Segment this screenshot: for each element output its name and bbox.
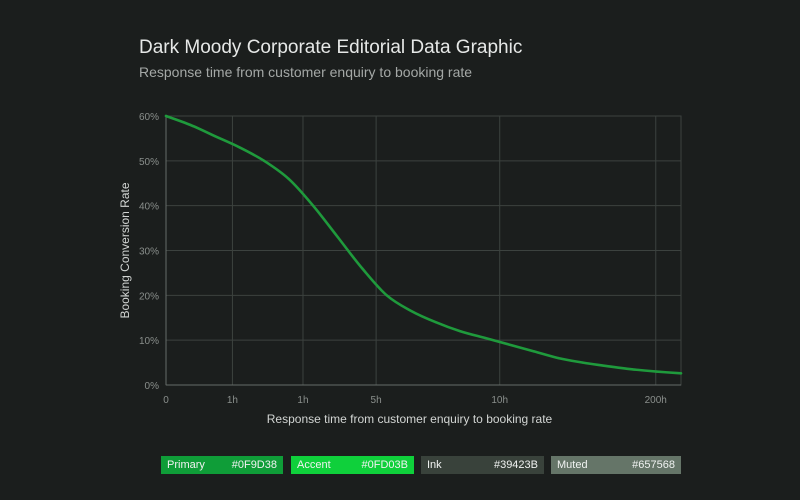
x-tick-label: 10h <box>491 395 508 406</box>
y-tick-label: 0% <box>145 381 160 392</box>
data-point <box>459 330 462 333</box>
data-point <box>213 134 217 138</box>
y-tick-label: 30% <box>139 247 159 258</box>
swatch-hex: #0FD03B <box>361 459 408 471</box>
data-point <box>630 368 634 371</box>
data-point <box>434 321 437 324</box>
data-point <box>655 370 658 373</box>
data-series-line <box>164 114 683 375</box>
swatch-name: Primary <box>167 459 205 471</box>
palette-swatch-muted: Muted #657568 <box>551 456 681 474</box>
chart-subtitle: Response time from customer enquiry to b… <box>139 64 473 80</box>
data-point <box>336 235 339 239</box>
data-point <box>581 361 585 364</box>
data-point <box>483 336 487 340</box>
chart-title: Dark Moody Corporate Editorial Data Grap… <box>139 37 523 58</box>
data-point <box>557 356 560 360</box>
y-tick-label: 50% <box>139 157 159 168</box>
data-point <box>262 159 266 163</box>
x-tick-label: 0 <box>163 395 169 406</box>
x-tick-label: 5h <box>371 395 382 406</box>
data-point <box>164 114 168 118</box>
data-point <box>360 267 364 270</box>
swatch-name: Ink <box>427 459 442 471</box>
x-tick-label: 200h <box>645 395 667 406</box>
y-tick-label: 40% <box>139 202 159 213</box>
data-point <box>385 294 388 297</box>
swatch-name: Muted <box>557 459 588 471</box>
swatch-name: Accent <box>297 459 331 471</box>
y-tick-label: 10% <box>139 336 159 347</box>
data-point <box>606 364 609 368</box>
line-chart: 0% 10% 20% 30% 40% 50% 60% 0 1h 1h 5h 10h 200h Respon… <box>118 112 683 426</box>
x-axis-label: Response time from customer enquiry to b… <box>267 412 553 426</box>
data-point <box>287 177 290 180</box>
swatch-hex: #657568 <box>632 459 675 471</box>
swatch-hex: #0F9D38 <box>231 459 277 471</box>
palette-swatch-ink: Ink #39423B <box>421 456 544 474</box>
swatch-hex: #39423B <box>493 459 538 471</box>
data-point <box>679 372 683 375</box>
x-tick-label: 1h <box>297 395 308 406</box>
y-axis-label: Booking Conversion Rate <box>118 182 132 318</box>
data-point <box>410 309 413 313</box>
data-point <box>508 343 511 346</box>
data-point <box>189 123 192 127</box>
x-tick-label: 1h <box>227 395 238 406</box>
palette-swatch-accent: Accent #0FD03B <box>291 456 414 474</box>
data-point <box>311 204 315 207</box>
y-tick-label: 60% <box>139 112 159 123</box>
data-point <box>238 146 241 149</box>
data-point <box>532 350 536 353</box>
palette-swatch-primary: Primary #0F9D38 <box>161 456 283 474</box>
y-tick-label: 20% <box>139 291 159 302</box>
